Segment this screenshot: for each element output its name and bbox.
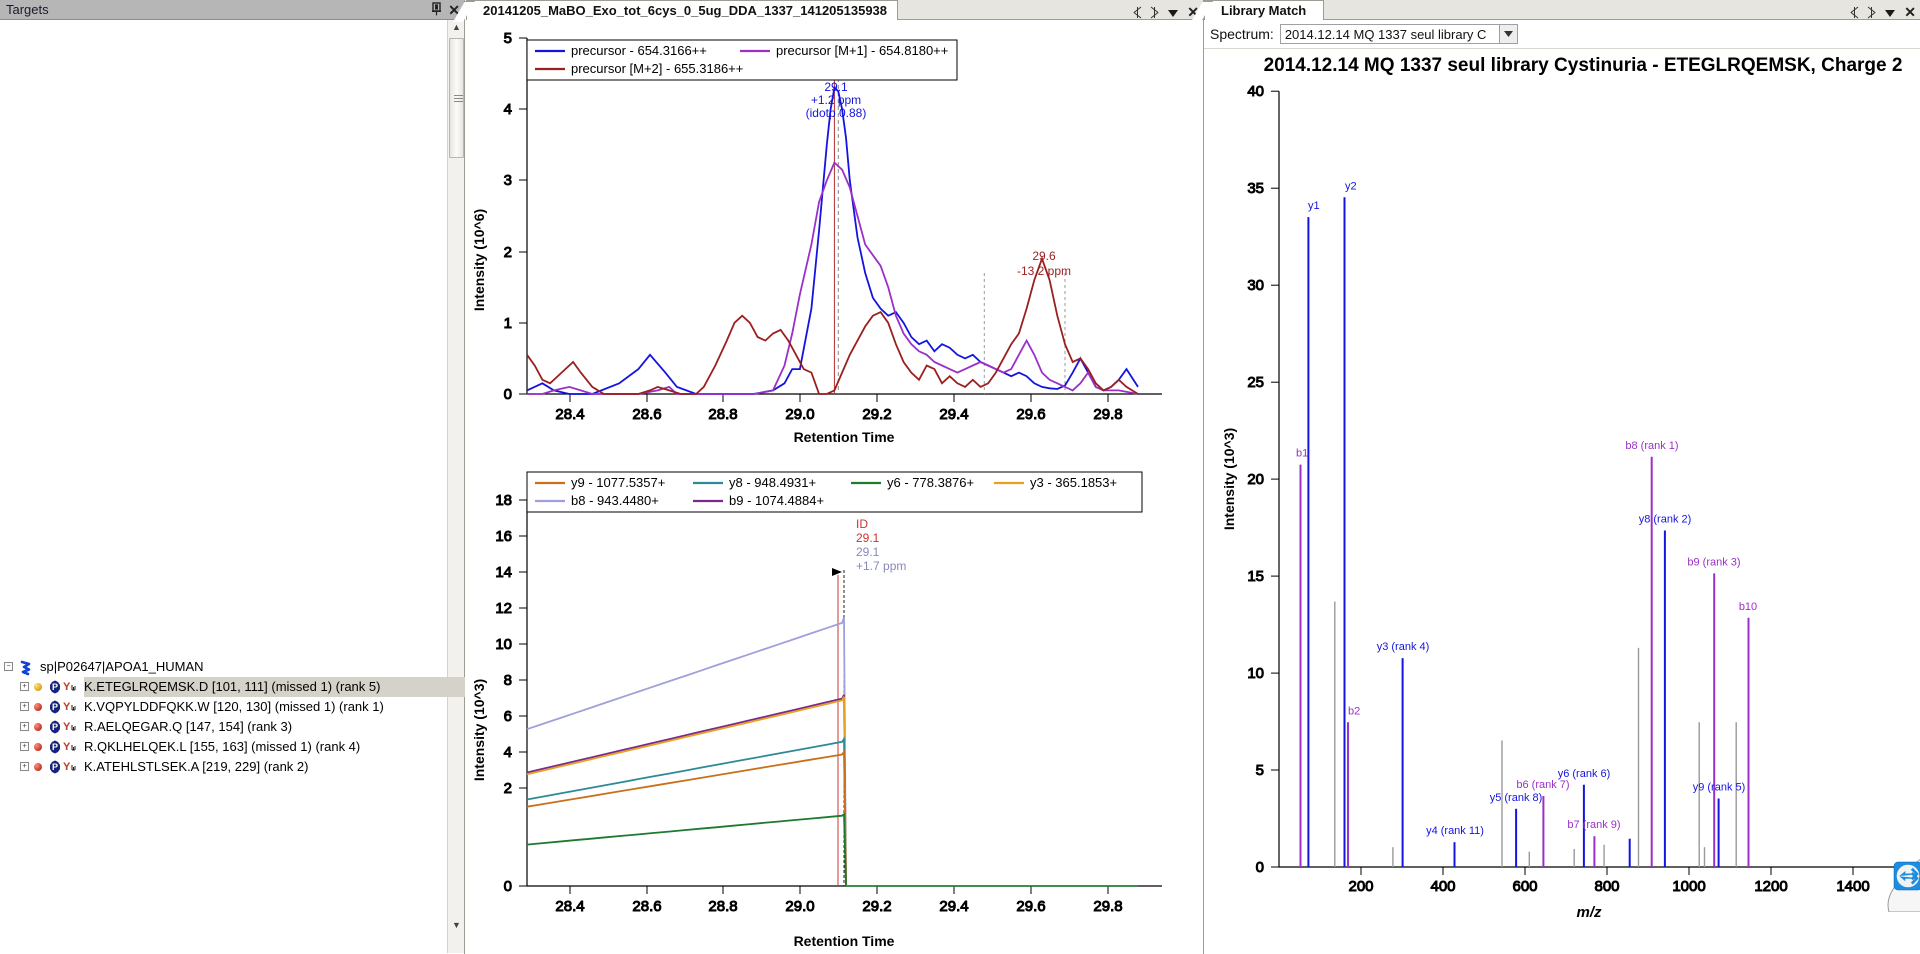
svg-text:2: 2 <box>504 780 512 797</box>
svg-text:Retention Time: Retention Time <box>794 429 895 445</box>
svg-text:y4 (rank 11): y4 (rank 11) <box>1426 825 1484 837</box>
svg-text:y8 (rank 2): y8 (rank 2) <box>1639 514 1692 526</box>
svg-text:y6 (rank 6): y6 (rank 6) <box>1558 768 1611 780</box>
svg-text:1000: 1000 <box>1672 878 1705 895</box>
svg-text:10: 10 <box>495 636 512 653</box>
svg-text:b6 (rank 7): b6 (rank 7) <box>1516 779 1569 791</box>
svg-text:b2: b2 <box>1348 705 1360 717</box>
svg-text:3: 3 <box>504 172 512 189</box>
svg-text:29.6: 29.6 <box>1032 249 1056 263</box>
svg-text:35: 35 <box>1247 180 1264 197</box>
svg-text:-13.2 ppm: -13.2 ppm <box>1017 264 1071 278</box>
svg-text:P: P <box>52 742 58 752</box>
svg-text:y8 - 948.4931+: y8 - 948.4931+ <box>729 475 816 490</box>
svg-text:5: 5 <box>504 30 512 47</box>
svg-text:0: 0 <box>504 878 512 895</box>
svg-text:precursor [M+2] - 655.3186++: precursor [M+2] - 655.3186++ <box>571 61 743 76</box>
svg-text:Y: Y <box>63 701 71 713</box>
svg-text:Intensity (10^3): Intensity (10^3) <box>1221 428 1237 530</box>
svg-text:(idotp 0.88): (idotp 0.88) <box>806 106 867 120</box>
svg-text:+1.2 ppm: +1.2 ppm <box>811 93 861 107</box>
svg-text:29.8: 29.8 <box>1093 406 1122 423</box>
svg-text:28.6: 28.6 <box>632 406 661 423</box>
svg-text:8: 8 <box>504 672 512 689</box>
svg-text:m/z: m/z <box>1576 904 1602 921</box>
svg-text:16: 16 <box>495 528 512 545</box>
svg-text:5: 5 <box>1256 762 1264 779</box>
svg-text:29.2: 29.2 <box>862 898 891 915</box>
svg-text:ID: ID <box>856 517 868 531</box>
svg-text:Y: Y <box>63 761 71 773</box>
svg-text:P: P <box>52 762 58 772</box>
svg-text:b9 (rank 3): b9 (rank 3) <box>1687 556 1740 568</box>
svg-text:20: 20 <box>1247 471 1264 488</box>
svg-text:28.8: 28.8 <box>708 898 737 915</box>
svg-text:28.6: 28.6 <box>632 898 661 915</box>
svg-text:29.0: 29.0 <box>785 406 814 423</box>
svg-text:y9 - 1077.5357+: y9 - 1077.5357+ <box>571 475 665 490</box>
svg-text:10: 10 <box>1247 665 1264 682</box>
svg-text:4: 4 <box>504 744 512 761</box>
svg-text:b8 - 943.4480+: b8 - 943.4480+ <box>571 493 659 508</box>
svg-text:200: 200 <box>1348 878 1373 895</box>
svg-text:2014.12.14 MQ 1337 seul librar: 2014.12.14 MQ 1337 seul library Cystinur… <box>1264 55 1903 76</box>
svg-text:400: 400 <box>1430 878 1455 895</box>
svg-text:6: 6 <box>504 708 512 725</box>
svg-text:b1: b1 <box>1296 448 1308 460</box>
svg-text:y5 (rank 8): y5 (rank 8) <box>1490 792 1543 804</box>
svg-text:2: 2 <box>504 244 512 261</box>
svg-text:4: 4 <box>504 101 512 118</box>
svg-text:0: 0 <box>504 386 512 403</box>
svg-text:P: P <box>52 702 58 712</box>
svg-text:Intensity (10^3): Intensity (10^3) <box>471 679 487 781</box>
svg-text:29.1: 29.1 <box>856 545 880 559</box>
svg-text:precursor - 654.3166++: precursor - 654.3166++ <box>571 43 707 58</box>
svg-text:P: P <box>52 682 58 692</box>
svg-text:29.4: 29.4 <box>939 898 968 915</box>
svg-text:Intensity (10^6): Intensity (10^6) <box>471 209 487 311</box>
svg-text:P: P <box>52 722 58 732</box>
svg-text:y9 (rank 5): y9 (rank 5) <box>1693 782 1746 794</box>
svg-text:29.6: 29.6 <box>1016 406 1045 423</box>
svg-text:14: 14 <box>495 564 512 581</box>
svg-text:1: 1 <box>504 315 512 332</box>
svg-text:b9 - 1074.4884+: b9 - 1074.4884+ <box>729 493 824 508</box>
svg-text:29.4: 29.4 <box>939 406 968 423</box>
svg-text:25: 25 <box>1247 374 1264 391</box>
svg-text:b10: b10 <box>1739 601 1757 613</box>
svg-text:Y: Y <box>63 741 71 753</box>
svg-text:Y: Y <box>63 721 71 733</box>
svg-text:29.1: 29.1 <box>856 531 880 545</box>
svg-text:28.8: 28.8 <box>708 406 737 423</box>
svg-text:y3 - 365.1853+: y3 - 365.1853+ <box>1030 475 1117 490</box>
svg-text:precursor [M+1] - 654.8180++: precursor [M+1] - 654.8180++ <box>776 43 948 58</box>
svg-text:b8 (rank 1): b8 (rank 1) <box>1625 440 1678 452</box>
svg-text:600: 600 <box>1512 878 1537 895</box>
svg-text:28.4: 28.4 <box>555 898 584 915</box>
svg-text:y6 - 778.3876+: y6 - 778.3876+ <box>887 475 974 490</box>
svg-text:800: 800 <box>1594 878 1619 895</box>
svg-text:b7 (rank 9): b7 (rank 9) <box>1567 819 1620 831</box>
svg-text:40: 40 <box>1247 83 1264 100</box>
svg-text:Retention Time: Retention Time <box>794 933 895 949</box>
svg-text:1400: 1400 <box>1836 878 1869 895</box>
svg-text:y3 (rank 4): y3 (rank 4) <box>1377 641 1430 653</box>
svg-text:12: 12 <box>495 600 512 617</box>
svg-text:18: 18 <box>495 492 512 509</box>
svg-text:29.1: 29.1 <box>824 80 848 94</box>
svg-text:1200: 1200 <box>1754 878 1787 895</box>
svg-text:28.4: 28.4 <box>555 406 584 423</box>
svg-text:+1.7 ppm: +1.7 ppm <box>856 559 906 573</box>
svg-text:15: 15 <box>1247 568 1264 585</box>
svg-text:30: 30 <box>1247 277 1264 294</box>
svg-text:Y: Y <box>63 681 71 693</box>
svg-text:y1: y1 <box>1308 200 1320 212</box>
svg-text:0: 0 <box>1256 859 1264 876</box>
svg-text:y2: y2 <box>1345 180 1357 192</box>
svg-text:29.8: 29.8 <box>1093 898 1122 915</box>
svg-text:29.6: 29.6 <box>1016 898 1045 915</box>
svg-text:29.2: 29.2 <box>862 406 891 423</box>
svg-text:29.0: 29.0 <box>785 898 814 915</box>
